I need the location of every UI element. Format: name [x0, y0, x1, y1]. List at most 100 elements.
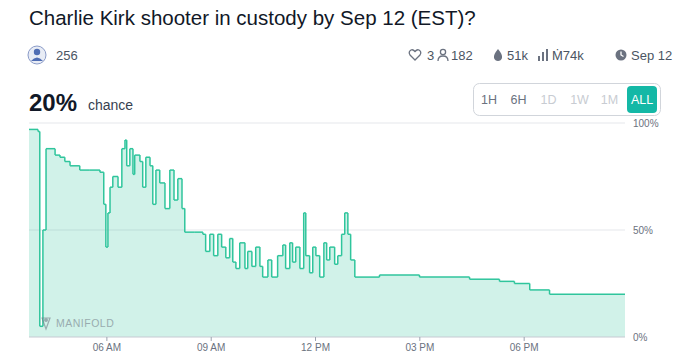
- step-riser: [124, 140, 126, 149]
- clock-hands: [621, 52, 624, 57]
- step-riser: [117, 177, 119, 188]
- droplet-icon: [494, 49, 502, 61]
- step-riser: [251, 251, 253, 266]
- x-tick-label: 09 AM: [197, 342, 225, 353]
- step-riser: [121, 149, 123, 188]
- range-label[interactable]: 1H: [481, 93, 497, 107]
- x-tick-label: 03 PM: [405, 342, 434, 353]
- step-riser: [112, 177, 114, 188]
- step-riser: [164, 183, 166, 209]
- step-segment: [514, 283, 529, 285]
- step-riser: [107, 213, 109, 247]
- step-riser: [315, 247, 317, 256]
- step-riser: [213, 234, 215, 255]
- step-riser: [54, 149, 56, 155]
- range-button-bg[interactable]: [627, 86, 657, 113]
- step-riser: [341, 234, 343, 255]
- step-riser: [159, 170, 161, 183]
- step-riser: [152, 166, 154, 205]
- step-riser: [282, 245, 284, 256]
- stat: 182: [451, 48, 473, 63]
- x-tick: [524, 337, 525, 341]
- step-riser: [267, 260, 269, 277]
- range-button[interactable]: 1M: [601, 93, 618, 107]
- step-riser: [285, 245, 287, 269]
- step-riser: [169, 170, 171, 209]
- range-label[interactable]: ALL: [631, 93, 653, 107]
- probability: 20%: [29, 89, 77, 116]
- step-riser: [184, 209, 186, 233]
- step-riser: [289, 243, 291, 269]
- step-riser: [303, 213, 305, 269]
- x-tick-label: 12 PM: [301, 342, 330, 353]
- bars-icon-1: [538, 56, 540, 61]
- x-axis-line: [29, 337, 625, 338]
- bars-icon-2: [542, 52, 544, 61]
- range-label[interactable]: 1W: [570, 93, 589, 107]
- step-riser: [42, 230, 44, 326]
- step-segment: [80, 169, 90, 171]
- step-riser: [329, 247, 331, 260]
- range-button[interactable]: 1H: [481, 93, 497, 107]
- creator-stat: 256: [56, 48, 78, 63]
- range-label[interactable]: 1M: [601, 93, 618, 107]
- step-riser: [105, 204, 107, 247]
- step-riser: [225, 247, 227, 258]
- range-button[interactable]: 1D: [541, 93, 557, 107]
- step-segment: [65, 161, 70, 163]
- range-button[interactable]: 6H: [511, 93, 527, 107]
- step-riser: [295, 247, 297, 262]
- x-tick: [106, 337, 107, 341]
- step-riser: [350, 234, 352, 260]
- step-riser: [145, 157, 147, 187]
- step-riser: [292, 243, 294, 262]
- step-riser: [354, 260, 356, 277]
- step-riser: [205, 234, 207, 251]
- area-fill: [29, 129, 625, 337]
- step-segment: [185, 231, 195, 233]
- step-riser: [221, 234, 223, 247]
- range-label[interactable]: 1D: [541, 93, 557, 107]
- x-tick: [419, 337, 420, 341]
- probability-caption: chance: [88, 97, 133, 113]
- x-tick: [315, 337, 316, 341]
- x-tick: [211, 337, 212, 341]
- step-segment: [380, 274, 420, 276]
- y-tick-label: 100%: [633, 118, 659, 129]
- step-riser: [244, 243, 246, 269]
- step-segment: [160, 182, 165, 184]
- range-button[interactable]: ALL: [627, 86, 657, 113]
- range-box: [474, 84, 661, 116]
- range-button[interactable]: 1W: [570, 93, 589, 107]
- step-riser: [326, 243, 328, 260]
- step-riser: [299, 247, 301, 268]
- watermark-logo: [42, 318, 50, 329]
- step-segment: [113, 176, 118, 178]
- step-riser: [232, 239, 234, 263]
- step-segment: [29, 129, 38, 131]
- step-riser: [134, 155, 136, 174]
- range-label[interactable]: 6H: [511, 93, 527, 107]
- step-segment: [195, 231, 203, 233]
- step-riser: [217, 234, 219, 255]
- step-segment: [272, 276, 278, 278]
- step-riser: [129, 149, 131, 166]
- step-riser: [142, 162, 144, 188]
- step-riser: [319, 256, 321, 277]
- step-segment: [530, 289, 550, 291]
- page: Charlie Kirk shooter in custody by Sep 1…: [0, 0, 686, 354]
- step-riser: [312, 247, 314, 273]
- stat: Ṁ74k: [552, 48, 584, 63]
- person-icon-head: [440, 49, 445, 54]
- avatar: [28, 46, 46, 64]
- step-segment: [70, 165, 80, 167]
- avatar-head: [34, 49, 40, 55]
- step-riser: [344, 213, 346, 234]
- step-riser: [103, 172, 105, 204]
- bars-icon-3: [546, 49, 548, 61]
- grid-line: [29, 337, 625, 338]
- step-riser: [334, 247, 336, 264]
- step-riser: [149, 157, 151, 166]
- step-riser: [347, 213, 349, 234]
- step-segment: [90, 169, 100, 171]
